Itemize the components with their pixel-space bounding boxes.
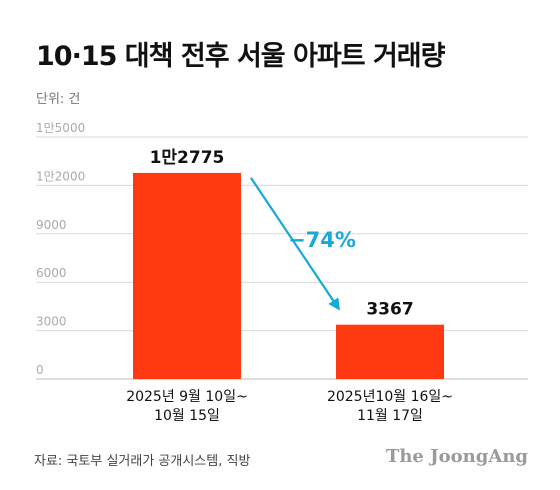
brand-logo: The JoongAng (385, 446, 528, 467)
bar-chart: 1만5000 1만2000 9000 6000 3000 0 1만2775 3367 202… (36, 121, 528, 424)
category-label: 11월 17일 (357, 408, 423, 424)
bar (336, 324, 444, 379)
grid-lines (36, 136, 528, 380)
y-tick-label: 3000 (36, 315, 67, 329)
value-labels: 1만2775 3367 (150, 148, 414, 320)
y-tick-label: 6000 (36, 266, 67, 280)
value-label: 3367 (366, 300, 413, 320)
value-label: 1만2775 (150, 148, 225, 168)
category-label: 2025년 9월 10일~ (126, 389, 248, 405)
change-percent-label: −74% (288, 228, 356, 252)
chart-title: 10·15 대책 전후 서울 아파트 거래량 (36, 41, 445, 72)
source-note: 자료: 국토부 실거래가 공개시스템, 직방 (34, 454, 251, 469)
unit-label: 단위: 건 (36, 92, 81, 107)
bars (133, 172, 444, 379)
arrow-head (328, 297, 340, 311)
bar (133, 172, 241, 379)
change-annotation: −74% (250, 177, 356, 311)
y-tick-label: 9000 (36, 218, 67, 232)
arrow-line (250, 177, 336, 303)
y-axis-ticks: 1만5000 1만2000 9000 6000 3000 0 (36, 121, 85, 377)
category-label: 2025년10월 16일~ (327, 389, 453, 405)
category-label: 10월 15일 (154, 408, 220, 424)
y-tick-label: 1만5000 (36, 121, 85, 135)
y-tick-label: 0 (36, 363, 44, 377)
category-labels: 2025년 9월 10일~ 10월 15일 2025년10월 16일~ 11월 17일 (126, 389, 453, 424)
y-tick-label: 1만2000 (36, 169, 85, 183)
